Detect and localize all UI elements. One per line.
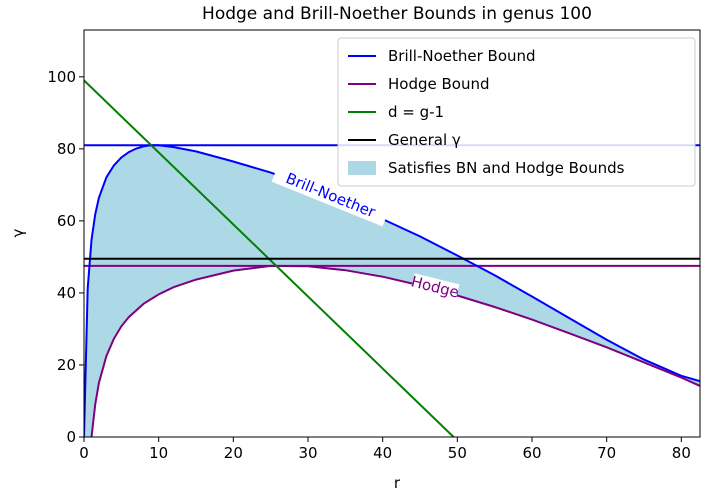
- legend-item: Hodge Bound: [348, 75, 490, 93]
- legend-label: Hodge Bound: [388, 75, 490, 93]
- y-tick-label: 20: [57, 356, 76, 374]
- y-tick-label: 60: [57, 212, 76, 230]
- legend-label: General γ: [388, 131, 461, 149]
- legend-box: [337, 37, 696, 187]
- x-tick-label: 10: [149, 444, 168, 462]
- legend-item: General γ: [348, 131, 461, 149]
- legend-item: Satisfies BN and Hodge Bounds: [348, 159, 625, 177]
- x-tick-label: 30: [298, 444, 317, 462]
- x-tick-label: 40: [373, 444, 392, 462]
- series-line-1: [90, 264, 700, 437]
- x-tick-label: 20: [224, 444, 243, 462]
- y-tick-label: 0: [66, 428, 76, 446]
- x-axis: 0 10 20 30 40 50 60 70 80: [79, 437, 691, 462]
- y-tick-label: 80: [57, 140, 76, 158]
- plot-frame: [83, 29, 701, 438]
- x-tick-label: 50: [448, 444, 467, 462]
- series-line-0: [84, 144, 700, 437]
- legend-swatch: [348, 161, 376, 175]
- x-tick-label: 60: [522, 444, 541, 462]
- legend-label: Satisfies BN and Hodge Bounds: [388, 159, 625, 177]
- legend-item: Brill-Noether Bound: [348, 47, 536, 65]
- y-tick-label: 100: [47, 68, 76, 86]
- legend-label: d = g-1: [388, 103, 444, 121]
- y-axis-label: γ: [9, 228, 27, 237]
- legend-label: Brill-Noether Bound: [388, 47, 536, 65]
- legend: Brill-Noether Bound Hodge Bound d = g-1 Gen…: [337, 37, 696, 187]
- x-tick-label: 0: [79, 444, 89, 462]
- chart-title: Hodge and Brill-Noether Bounds in genus …: [202, 4, 592, 24]
- fill-region: [84, 145, 700, 437]
- legend-item: d = g-1: [348, 103, 444, 121]
- y-axis: 0 20 40 60 80 100: [47, 68, 84, 446]
- x-tick-label: 70: [597, 444, 616, 462]
- y-tick-label: 40: [57, 284, 76, 302]
- x-tick-label: 80: [672, 444, 691, 462]
- x-axis-label: r: [394, 474, 401, 492]
